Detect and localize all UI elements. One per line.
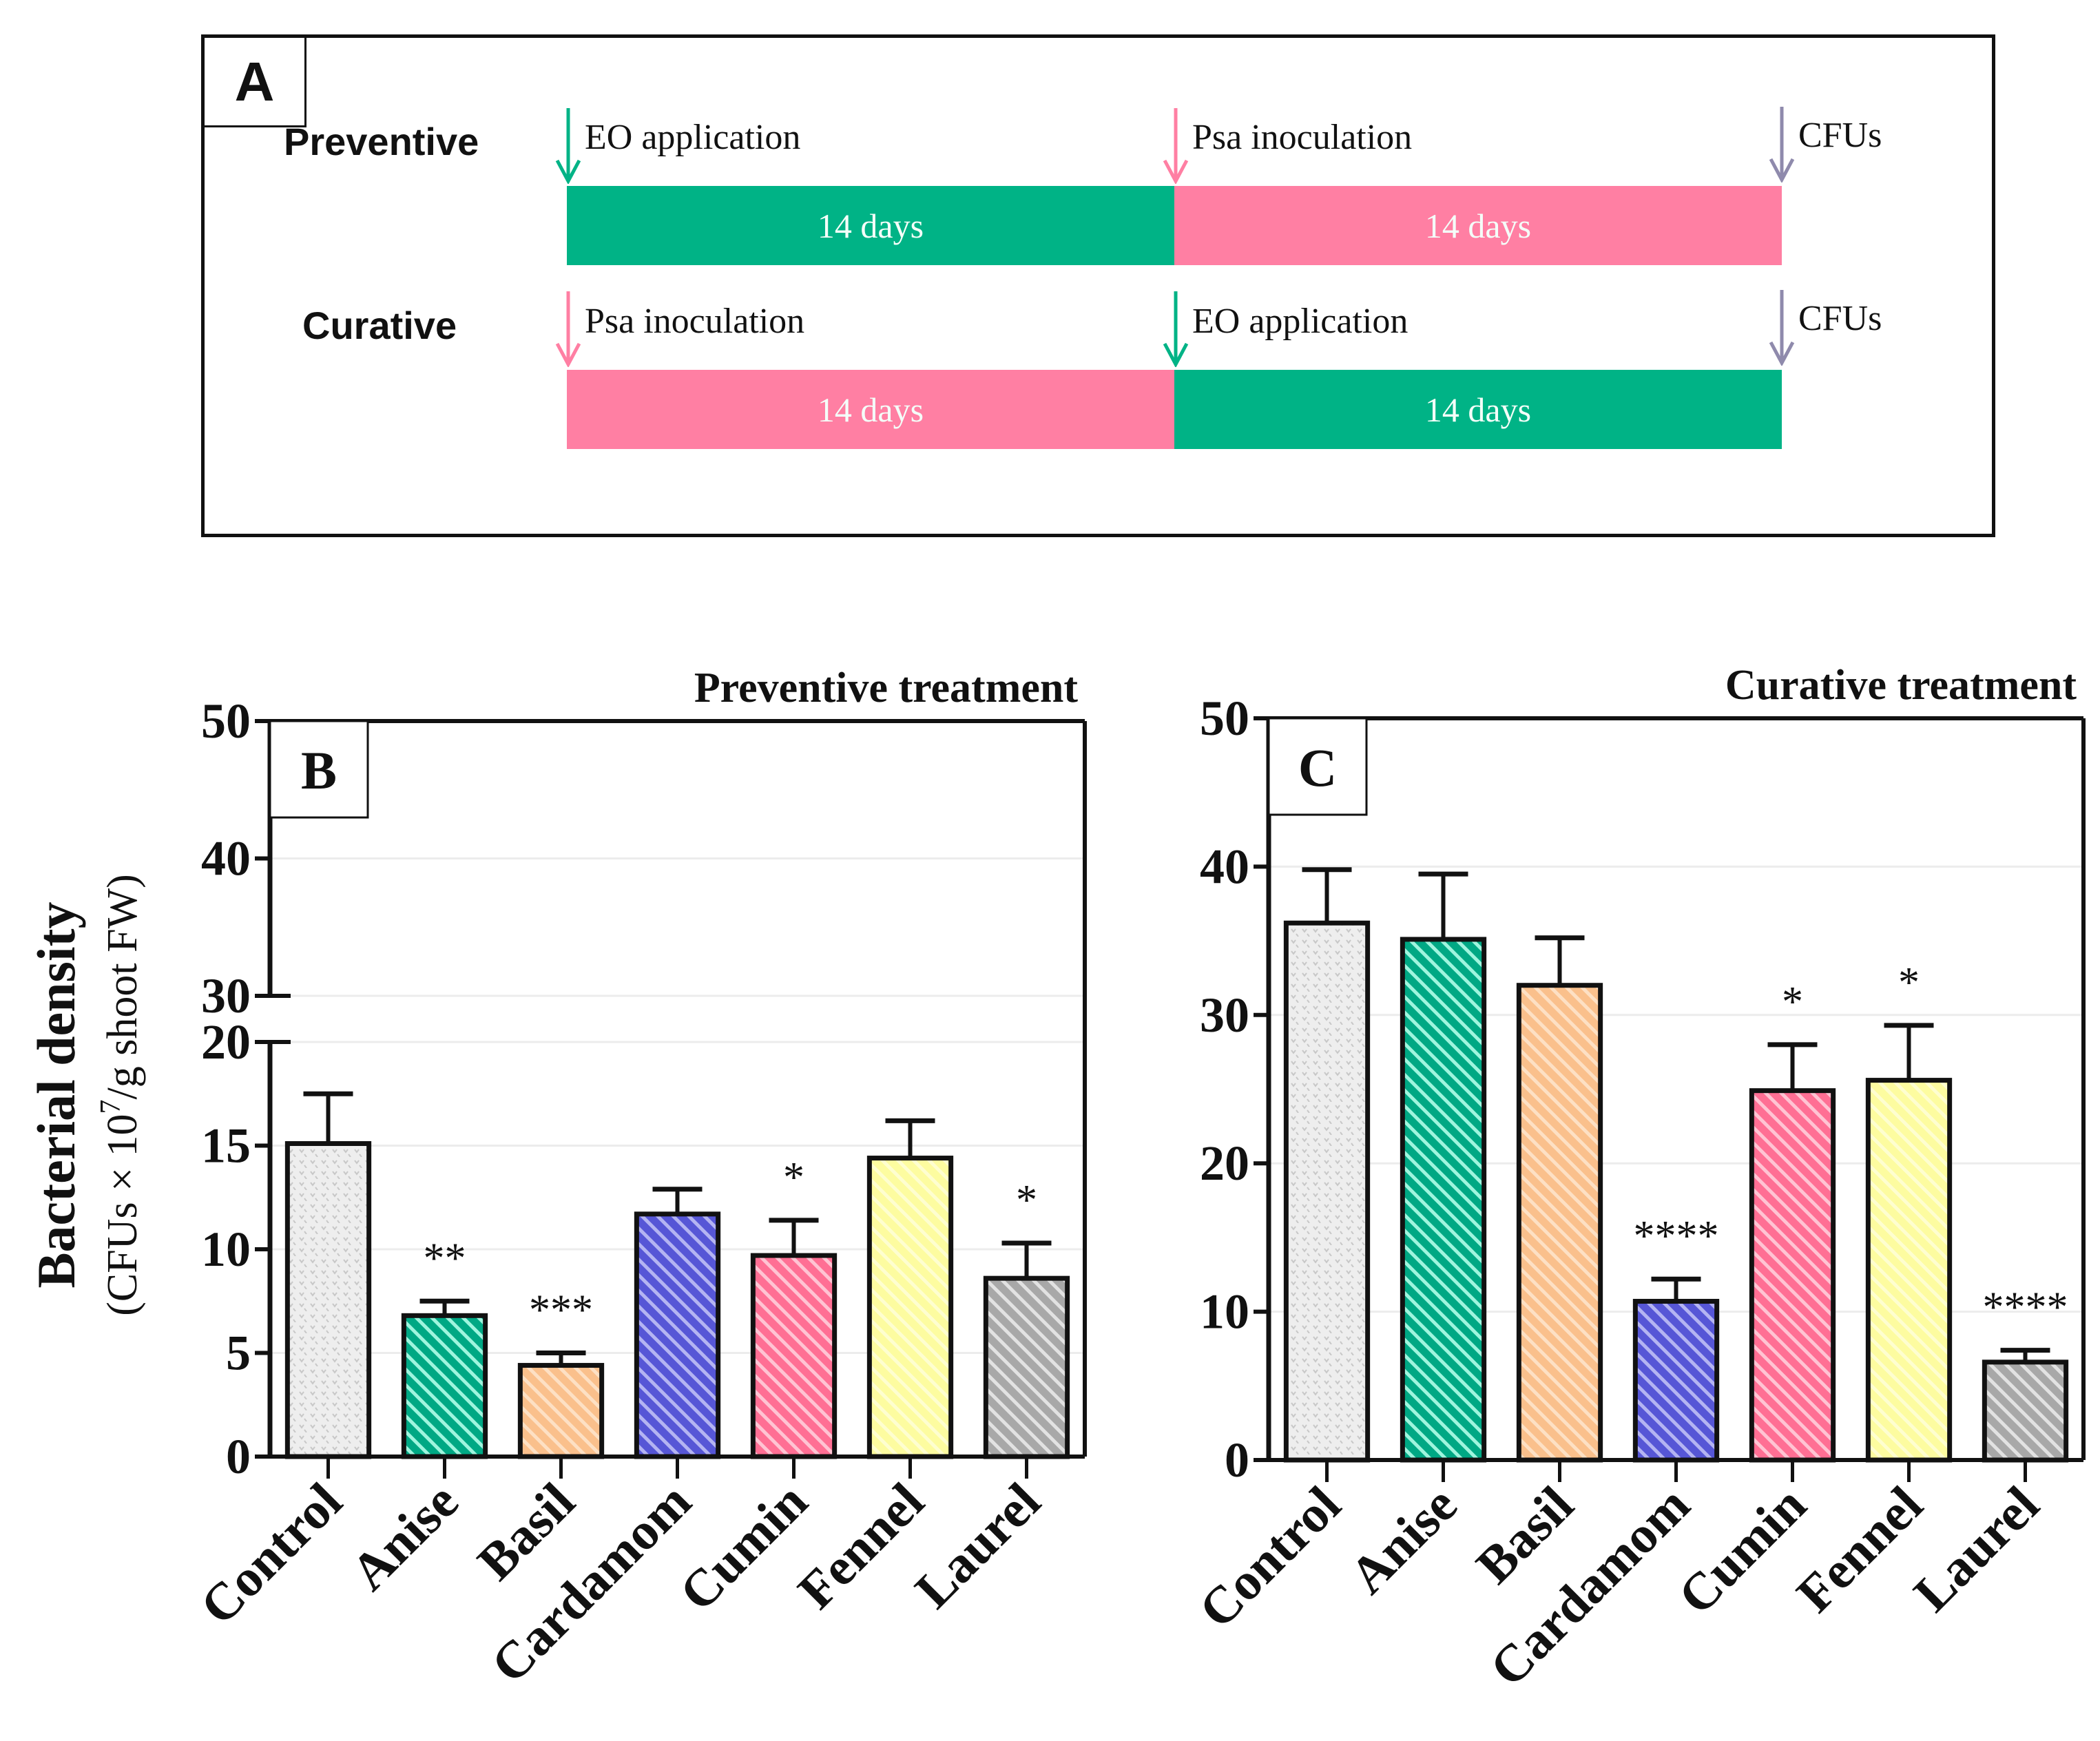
x-tick-label: Control bbox=[189, 1472, 353, 1636]
panel-tag-box bbox=[1267, 717, 1368, 816]
bar-control bbox=[1283, 920, 1371, 1463]
arrow-down-icon bbox=[555, 108, 581, 184]
bar-laurel bbox=[1982, 1359, 2069, 1463]
bar-basil bbox=[1516, 983, 1603, 1463]
event-label: CFUs bbox=[1798, 116, 1882, 155]
bar-laurel bbox=[983, 1275, 1070, 1459]
bar-cardamom bbox=[1632, 1299, 1720, 1463]
bar-anise bbox=[401, 1313, 488, 1459]
panel-tag: C bbox=[1298, 738, 1337, 797]
event-label: Psa inoculation bbox=[1192, 118, 1413, 157]
bar-cardamom bbox=[634, 1211, 721, 1459]
significance-label: * bbox=[783, 1154, 804, 1201]
x-tick-label: Cumin bbox=[1667, 1476, 1818, 1626]
x-tick-label: Anise bbox=[340, 1472, 470, 1602]
arrow-down-icon bbox=[1769, 290, 1795, 366]
y-tick-label: 20 bbox=[1200, 1136, 1249, 1191]
chart-preventive: Control**Anise***BasilCardamom*CuminFenn… bbox=[26, 665, 1087, 1694]
significance-label: *** bbox=[529, 1287, 593, 1334]
arrow-down-icon bbox=[1163, 291, 1189, 367]
panel-tag-box bbox=[269, 720, 369, 819]
bar-fennel bbox=[1865, 1078, 1953, 1463]
significance-label: * bbox=[1016, 1177, 1037, 1224]
significance-label: * bbox=[1898, 959, 1920, 1006]
row-label-preventive: Preventive bbox=[284, 120, 479, 163]
y-axis-subtitle-part: /g shoot FW) bbox=[99, 874, 146, 1099]
y-axis-subtitle-part: (CFUs × 10 bbox=[99, 1114, 146, 1315]
y-tick-label: 30 bbox=[201, 968, 251, 1023]
significance-label: * bbox=[1782, 979, 1803, 1025]
y-tick-label: 15 bbox=[201, 1118, 251, 1174]
bar-cumin bbox=[1749, 1088, 1836, 1463]
chart-curative: ControlAniseBasil****Cardamom*Cumin*Fenn… bbox=[1188, 662, 2086, 1698]
preventive-segment-eo: 14 days bbox=[567, 186, 1174, 265]
arrow-down-icon bbox=[555, 291, 581, 367]
y-tick-label: 10 bbox=[201, 1222, 251, 1277]
y-tick-label: 40 bbox=[1200, 839, 1249, 894]
bar-basil bbox=[517, 1363, 605, 1459]
x-tick-label: Fennel bbox=[1786, 1476, 1934, 1624]
y-axis-title: Bacterial density bbox=[26, 901, 86, 1288]
panel-a-timeline: A Preventive Curative 14 days 14 days 14… bbox=[201, 34, 1995, 537]
y-tick-label: 50 bbox=[201, 694, 251, 749]
event-label: Psa inoculation bbox=[585, 302, 805, 341]
panel-a-tag: A bbox=[205, 38, 306, 127]
x-tick-label: Laurel bbox=[904, 1472, 1052, 1620]
y-axis-subtitle-exponent: 7 bbox=[95, 1099, 127, 1114]
y-tick-label: 0 bbox=[226, 1429, 251, 1484]
x-tick-label: Laurel bbox=[1903, 1476, 2050, 1623]
y-tick-label: 20 bbox=[201, 1014, 251, 1070]
panel-tag: B bbox=[301, 740, 337, 800]
y-axis-subtitle: (CFUs × 107/g shoot FW) bbox=[95, 874, 146, 1316]
bar-cumin bbox=[750, 1253, 838, 1459]
significance-label: **** bbox=[1983, 1284, 2068, 1331]
arrow-down-icon bbox=[1769, 107, 1795, 183]
y-tick-label: 10 bbox=[1200, 1284, 1249, 1339]
bar-control bbox=[284, 1140, 372, 1459]
arrow-down-icon bbox=[1163, 108, 1189, 184]
y-tick-label: 30 bbox=[1200, 988, 1249, 1043]
significance-label: ** bbox=[424, 1235, 466, 1282]
x-tick-label: Control bbox=[1188, 1476, 1352, 1640]
bar-fennel bbox=[866, 1156, 954, 1459]
y-tick-label: 0 bbox=[1225, 1432, 1249, 1488]
event-label: EO application bbox=[585, 118, 801, 157]
curative-segment-eo: 14 days bbox=[1174, 370, 1782, 449]
event-label: EO application bbox=[1192, 302, 1408, 341]
x-tick-label: Fennel bbox=[787, 1472, 935, 1620]
significance-label: **** bbox=[1634, 1213, 1719, 1260]
curative-segment-psa: 14 days bbox=[567, 370, 1174, 449]
chart-title: Preventive treatment bbox=[694, 665, 1079, 711]
x-tick-label: Anise bbox=[1339, 1476, 1468, 1605]
row-label-curative: Curative bbox=[302, 304, 457, 347]
y-tick-label: 5 bbox=[226, 1326, 251, 1381]
y-tick-label: 50 bbox=[1200, 691, 1249, 746]
x-tick-label: Cumin bbox=[669, 1472, 819, 1623]
preventive-segment-psa: 14 days bbox=[1174, 186, 1782, 265]
chart-title: Curative treatment bbox=[1725, 662, 2077, 709]
bar-anise bbox=[1400, 937, 1487, 1463]
y-tick-label: 40 bbox=[201, 831, 251, 886]
event-label: CFUs bbox=[1798, 299, 1882, 338]
